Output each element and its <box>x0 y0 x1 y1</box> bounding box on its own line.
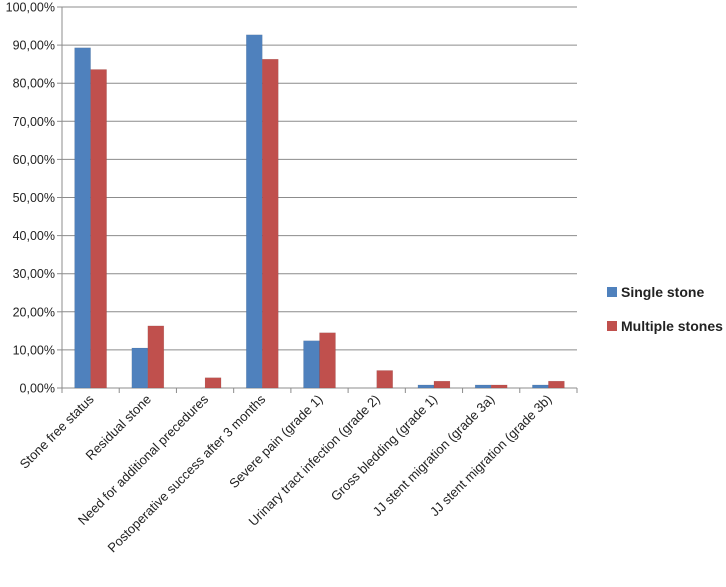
y-tick-label: 100,00% <box>6 1 55 15</box>
bar-single-stone-1 <box>131 347 149 389</box>
bar-single-stone-0 <box>74 47 91 389</box>
bar-multiple-stones-8 <box>548 380 565 389</box>
bar-multiple-stones-4 <box>319 332 336 389</box>
y-axis-tick-labels: 0,00% 10,00% 20,00% 30,00% 40,00% 50,00% 60,00… <box>6 1 55 396</box>
bar-single-stone-8 <box>532 384 549 389</box>
x-category-label: JJ stent migration (grade 3a) <box>370 392 498 520</box>
bar-multiple-stones-3 <box>262 58 279 389</box>
gridlines <box>62 6 577 389</box>
y-tick-label: 40,00% <box>13 229 55 243</box>
x-category-label: Severe pain (grade 1) <box>226 392 326 492</box>
y-tick-label: 50,00% <box>13 191 55 205</box>
y-tick-label: 80,00% <box>13 77 55 91</box>
legend: Single stone Multiple stones <box>607 284 723 334</box>
legend-swatch-single-stone <box>607 287 617 297</box>
bar-multiple-stones-0 <box>90 69 107 389</box>
bar-single-stone-6 <box>417 384 435 389</box>
y-tick-label: 0,00% <box>20 382 55 396</box>
y-tick-label: 70,00% <box>13 115 55 129</box>
bar-single-stone-3 <box>246 34 263 389</box>
bar-single-stone-4 <box>303 340 320 389</box>
legend-label-multiple-stones: Multiple stones <box>621 318 723 334</box>
axes <box>57 6 578 393</box>
bar-multiple-stones-5 <box>376 370 393 389</box>
x-category-label: JJ stent migration (grade 3b) <box>427 392 555 520</box>
bars <box>74 34 565 389</box>
bar-multiple-stones-1 <box>147 325 165 389</box>
bar-single-stone-7 <box>474 384 492 389</box>
y-tick-label: 10,00% <box>13 343 55 357</box>
y-tick-label: 60,00% <box>13 153 55 167</box>
legend-swatch-multiple-stones <box>607 321 617 331</box>
y-tick-label: 30,00% <box>13 267 55 281</box>
legend-label-single-stone: Single stone <box>621 284 704 300</box>
bar-multiple-stones-7 <box>490 384 508 389</box>
x-category-label: Stone free status <box>17 391 97 471</box>
y-tick-label: 90,00% <box>13 39 55 53</box>
x-category-label: Gross bledding (grade 1) <box>328 392 440 504</box>
bar-multiple-stones-2 <box>204 377 222 389</box>
bar-multiple-stones-6 <box>433 380 451 389</box>
y-tick-label: 20,00% <box>13 305 55 319</box>
